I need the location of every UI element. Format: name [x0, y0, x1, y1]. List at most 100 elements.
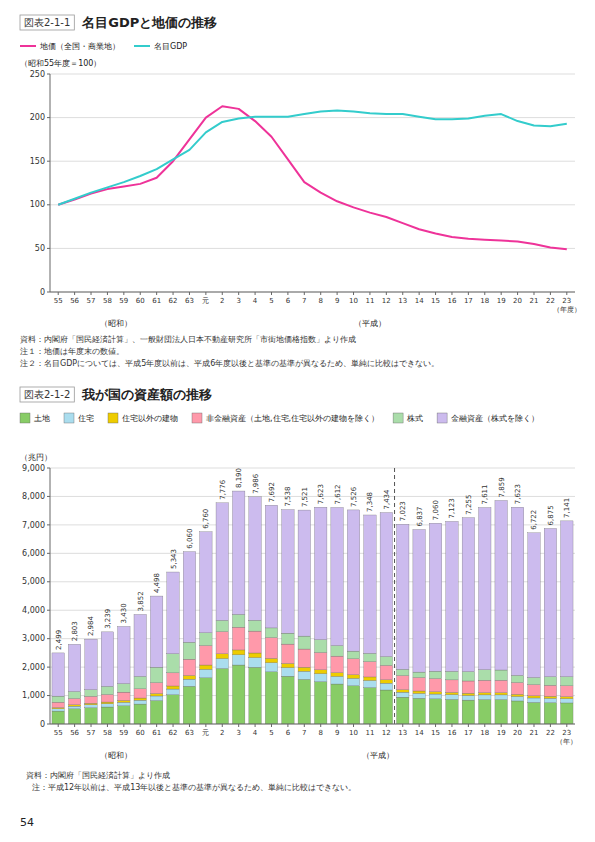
bar-segment: [68, 644, 80, 691]
bar-segment: [413, 691, 425, 693]
total-label: 6,060: [186, 529, 194, 549]
bar-segment: [85, 708, 97, 724]
bar-segment: [561, 703, 573, 724]
bar-segment: [200, 633, 212, 646]
legend-item: 住宅以外の建物: [108, 413, 178, 423]
total-label: 7,348: [366, 492, 374, 512]
total-label: 7,141: [563, 498, 571, 518]
bar-segment: [167, 572, 179, 654]
bar-segment: [101, 702, 113, 704]
x-tick-label: 60: [136, 729, 145, 737]
grid-line: [50, 468, 575, 469]
x-tick: [566, 724, 567, 727]
x-tick-label: 57: [87, 297, 96, 305]
bar-segment: [200, 669, 212, 678]
x-tick: [74, 724, 75, 727]
bar-segment: [364, 653, 376, 661]
bar-segment: [446, 680, 458, 693]
bar-segment: [561, 697, 573, 699]
x-tick-label: 21: [530, 297, 539, 305]
bar-segment: [462, 695, 474, 700]
x-tick-label: 62: [169, 297, 178, 305]
total-label: 6,760: [202, 509, 210, 529]
figure-number-box: [20, 387, 74, 402]
bar-segment: [511, 675, 523, 682]
x-tick: [419, 724, 420, 727]
bar-segment: [232, 627, 244, 650]
y-tick-label: 100: [30, 200, 45, 209]
x-tick-label: 4: [253, 729, 258, 737]
x-tick: [238, 292, 239, 295]
x-tick: [304, 724, 305, 727]
x-tick-label: 13: [398, 297, 407, 305]
bar-segment: [265, 628, 277, 638]
grid-line: [50, 161, 575, 162]
x-tick-label: 18: [480, 297, 489, 305]
bar-segment: [413, 672, 425, 677]
legend-swatch: [108, 413, 118, 423]
x-tick-label: 63: [185, 729, 194, 737]
x-tick-label: 9: [335, 729, 339, 737]
x-tick: [107, 292, 108, 295]
legend-item: 名目GDP: [134, 42, 187, 51]
bar-segment: [429, 671, 441, 678]
bar-segment: [200, 532, 212, 633]
bar-segment: [118, 702, 130, 706]
bar-segment: [118, 626, 130, 683]
y-tick-label: 50: [35, 244, 45, 253]
x-tick-label: 10: [349, 729, 358, 737]
legend-item: 土地: [20, 413, 50, 423]
plot-area: [58, 106, 567, 249]
total-label: 7,023: [399, 501, 407, 521]
y-tick-label: 3,000: [22, 634, 45, 643]
bar-segment: [52, 708, 64, 709]
x-tick-label: 22: [546, 729, 555, 737]
bar-segment: [232, 655, 244, 665]
y-axis-label: （兆円）: [20, 453, 52, 462]
legend-label: 住宅以外の建物: [122, 414, 178, 423]
x-tick-label: 16: [447, 729, 456, 737]
bar-segment: [495, 693, 507, 695]
grid-line: [50, 496, 575, 497]
x-tick: [189, 724, 190, 727]
bar-segment: [528, 702, 540, 724]
x-tick: [173, 292, 174, 295]
bar-segment: [249, 653, 261, 658]
bar-segment: [85, 696, 97, 703]
x-tick: [222, 292, 223, 295]
bar-segment: [479, 680, 491, 692]
x-tick-label: 19: [497, 297, 506, 305]
y-tick-label: 4,000: [22, 606, 45, 615]
x-tick: [533, 292, 534, 295]
x-tick: [435, 292, 436, 295]
x-tick-label: 11: [365, 729, 374, 737]
divider: [394, 468, 395, 724]
bar-segment: [118, 684, 130, 693]
legend-swatch: [20, 45, 36, 47]
x-tick: [501, 292, 502, 295]
bar-segment: [364, 680, 376, 687]
bar-segment: [216, 669, 228, 724]
bar-segment: [265, 663, 277, 672]
x-tick-label: 5: [269, 297, 273, 305]
bar-segment: [216, 632, 228, 654]
legend-swatch: [134, 45, 150, 47]
bar-segment: [167, 686, 179, 689]
x-tick-label: 6: [286, 297, 291, 305]
plot-area: [52, 491, 573, 724]
bar-segment: [528, 678, 540, 685]
x-tick: [140, 292, 141, 295]
x-axis: 555657585960616263元234567891011121314151…: [50, 724, 577, 746]
legend-swatch: [192, 413, 202, 423]
bar-segment: [52, 709, 64, 711]
bar-segment: [462, 681, 474, 693]
x-tick-label: 59: [119, 297, 128, 305]
bar-segment: [347, 678, 359, 685]
bar-segment: [298, 636, 310, 649]
bar-segment: [183, 642, 195, 659]
bar-segment: [413, 530, 425, 673]
bar-segment: [134, 704, 146, 724]
x-tick: [337, 292, 338, 295]
bar-segment: [347, 651, 359, 659]
bar-segment: [462, 693, 474, 695]
